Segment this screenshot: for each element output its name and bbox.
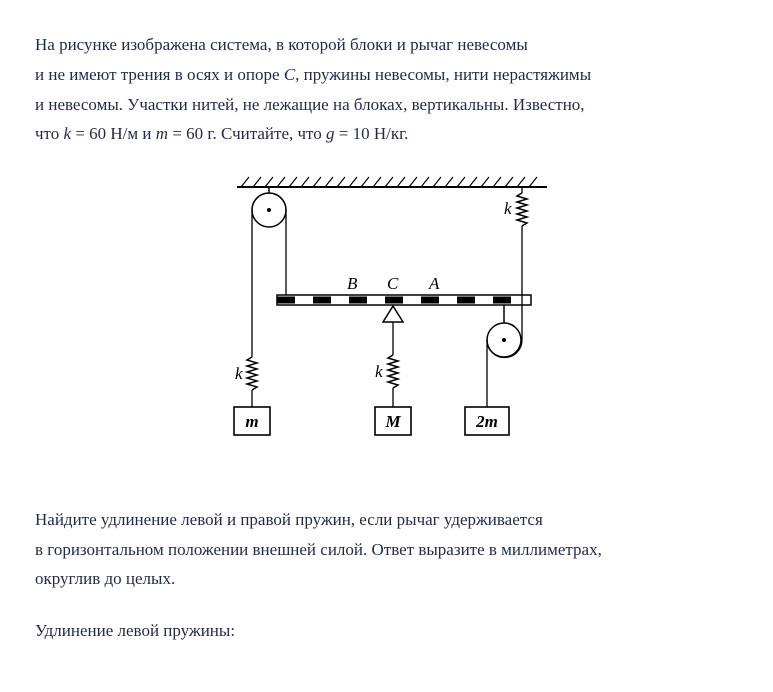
label-A: A [428,274,440,293]
eq1-lhs: k [64,124,72,143]
diagram-container: k B C A k k m M 2m [35,167,738,477]
mid-spring [388,355,398,388]
question-line3: округлив до целых. [35,569,175,588]
eq1-eq: = [71,124,89,143]
problem-line4a: что [35,124,64,143]
problem-line4d: . [404,124,408,143]
problem-line1: На рисунке изображена система, в которой… [35,35,528,54]
problem-line4b: и [138,124,156,143]
ceiling-hatch [241,177,537,187]
right-spring [517,193,527,226]
question-text: Найдите удлинение левой и правой пружин,… [35,505,738,594]
label-k-left: k [235,364,243,383]
physics-diagram: k B C A k k m M 2m [207,167,567,467]
label-m: m [245,412,258,431]
label-M: M [384,412,401,431]
eq2-eq: = [168,124,186,143]
eq2-val: 60 [186,124,203,143]
problem-line4c: . Считайте, что [212,124,326,143]
label-k-mid: k [375,362,383,381]
question-line1: Найдите удлинение левой и правой пружин,… [35,510,543,529]
label-C: C [387,274,399,293]
answer-label: Удлинение левой пружины: [35,616,738,646]
problem-statement: На рисунке изображена система, в которой… [35,30,738,149]
label-B: B [347,274,358,293]
label-2m: 2m [475,412,498,431]
fulcrum [383,306,403,322]
eq1-unit: Н/м [106,124,138,143]
question-line2: в горизонтальном положении внешней силой… [35,540,602,559]
problem-line2a: и не имеют трения в осях и опоре [35,65,284,84]
eq2-lhs: m [156,124,168,143]
eq3-unit: Н/кг [370,124,405,143]
left-pulley-axle [267,208,271,212]
label-k-right: k [504,199,512,218]
lever-bar [277,295,531,305]
problem-line3: и невесомы. Участки нитей, не лежащие на… [35,95,585,114]
eq3-lhs: g [326,124,335,143]
right-pulley-axle [502,338,506,342]
problem-line2b: , пружины невесомы, нити нерастяжимы [295,65,591,84]
eq3-eq: = [335,124,353,143]
problem-C: C [284,65,295,84]
eq1-val: 60 [89,124,106,143]
eq3-val: 10 [353,124,370,143]
left-spring [247,357,257,390]
